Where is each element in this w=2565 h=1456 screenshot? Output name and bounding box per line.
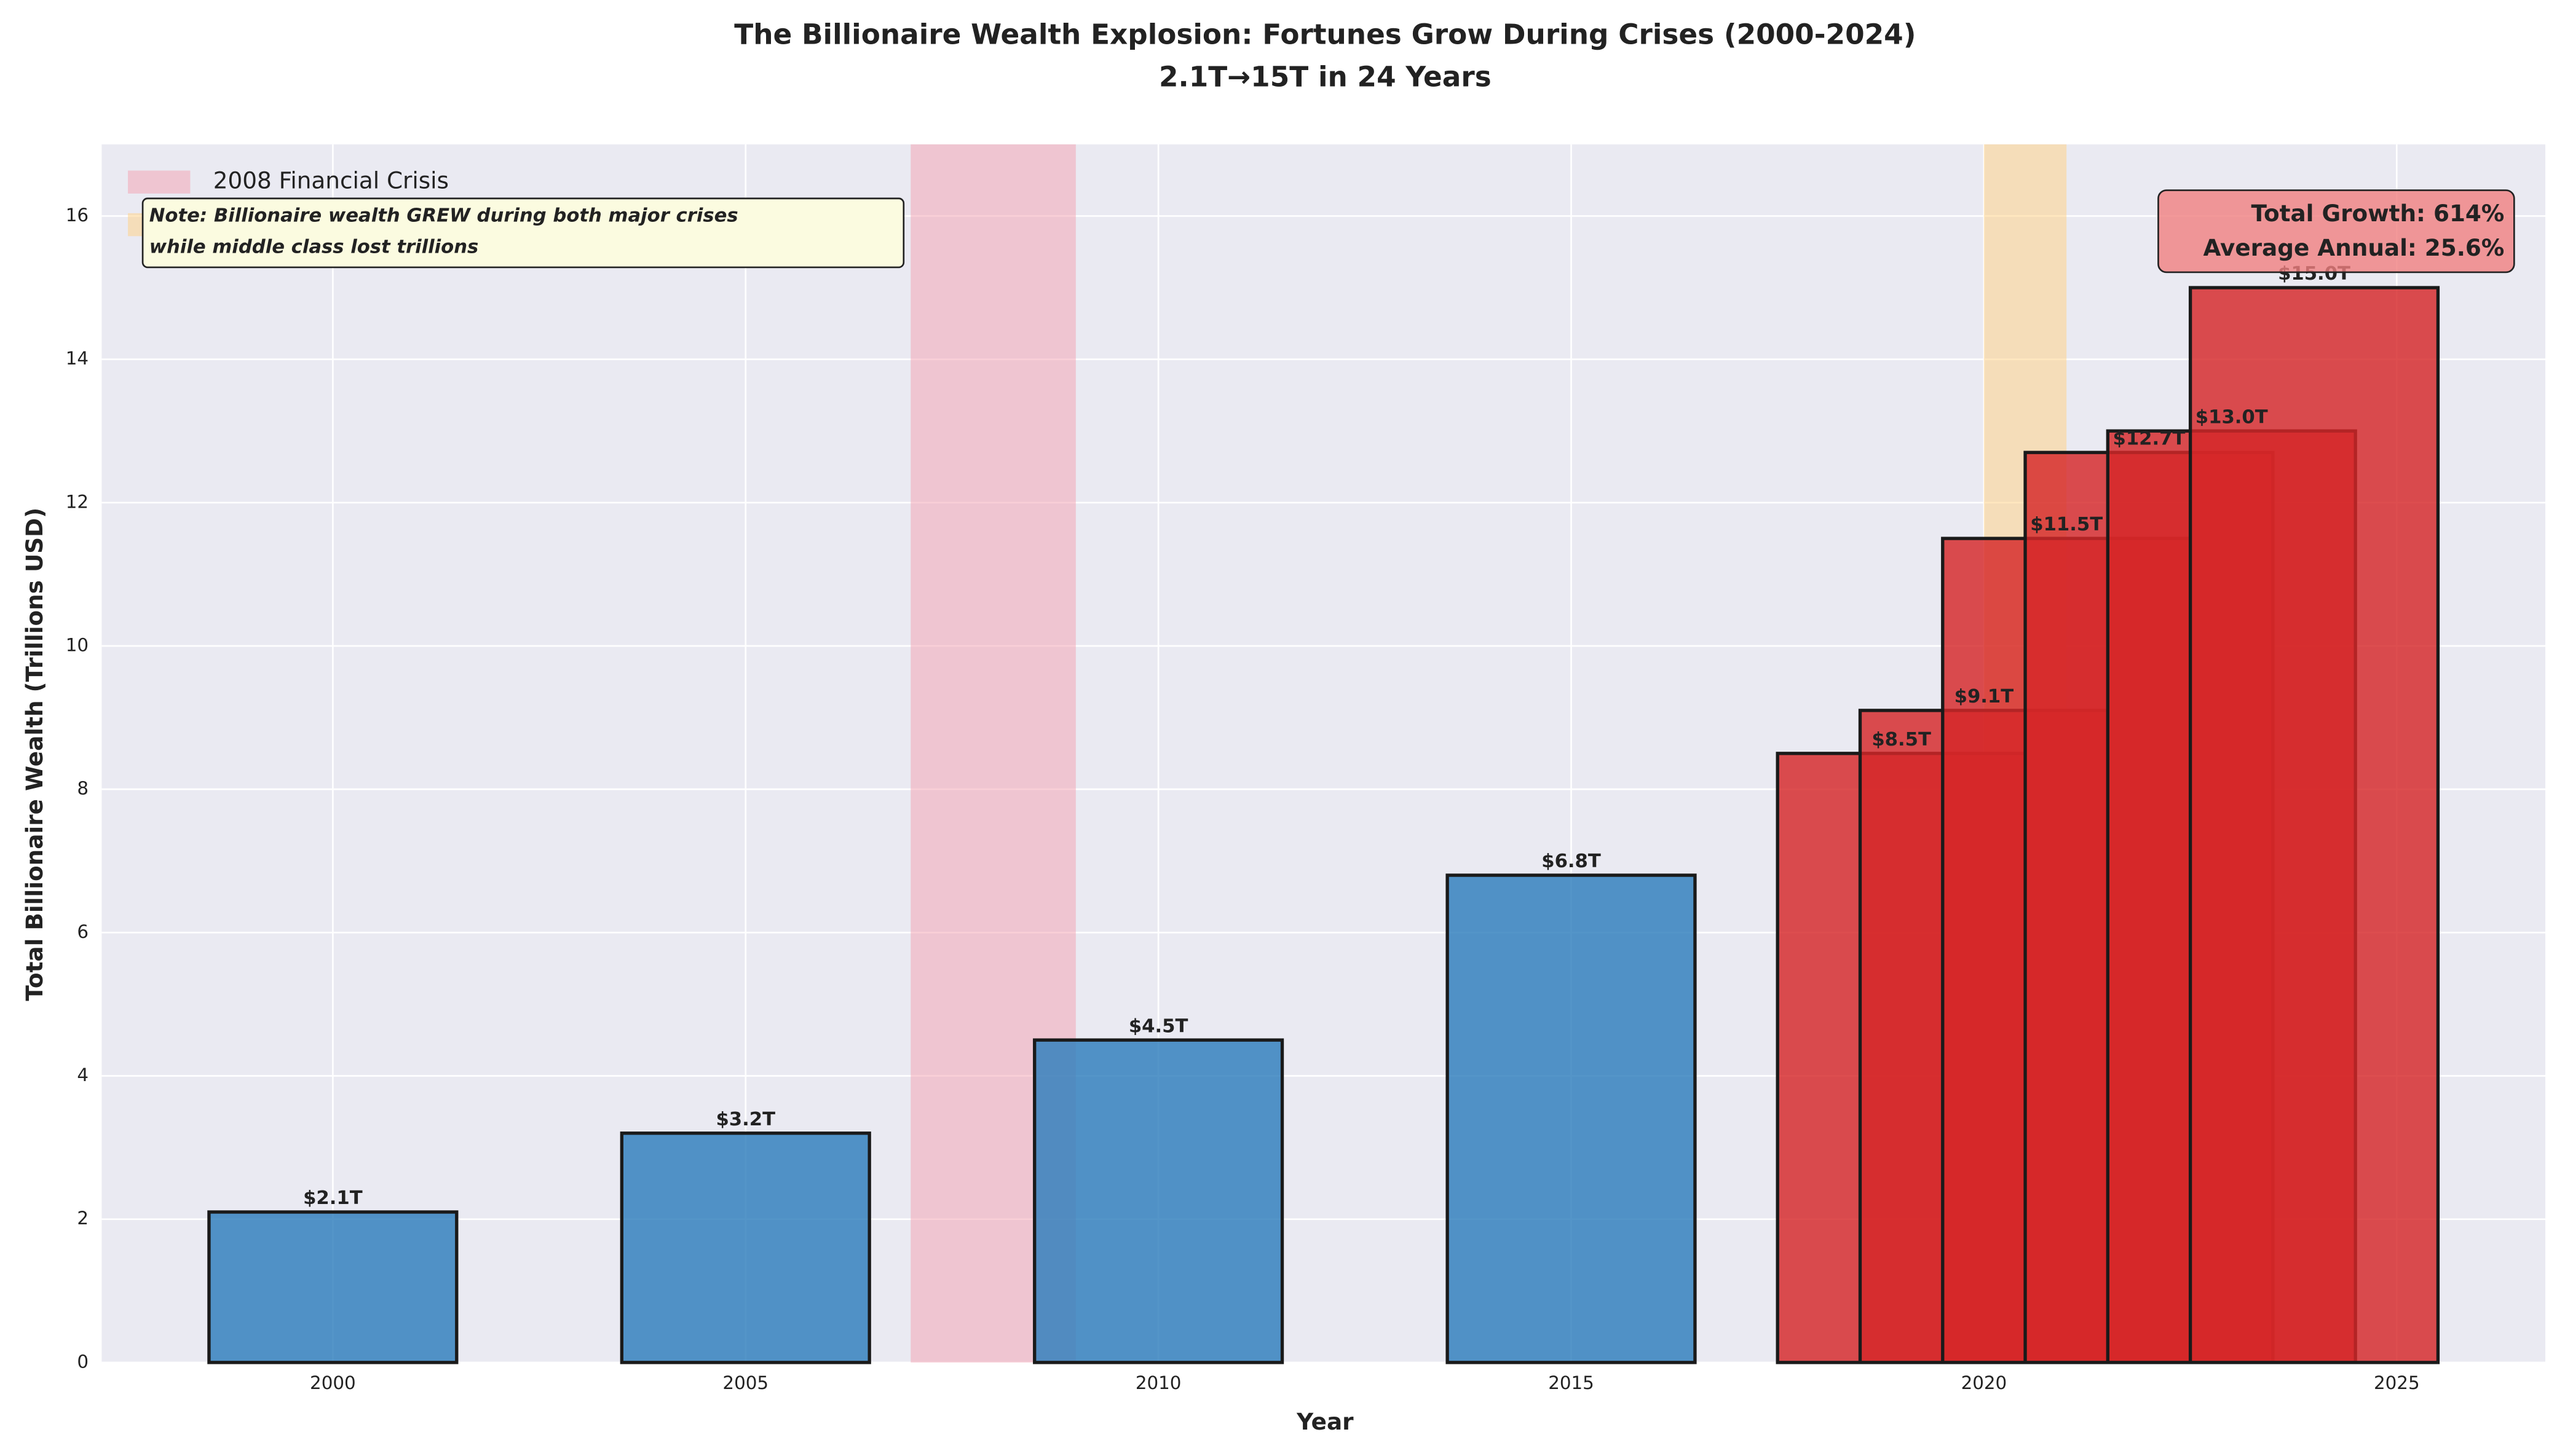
stats-box: Total Growth: 614% Average Annual: 25.6%: [2157, 189, 2515, 273]
chart-title: The Billionaire Wealth Explosion: Fortun…: [734, 18, 1916, 50]
value-label: $12.7T: [2113, 428, 2186, 449]
value-label: $13.0T: [2195, 406, 2268, 428]
x-axis-label: Year: [1296, 1408, 1354, 1435]
stats-frame: [2157, 189, 2515, 273]
y-tick-label: 16: [66, 205, 89, 226]
note-frame: [141, 197, 905, 269]
legend-swatch: [128, 170, 191, 194]
stats-line: Total Growth: 614%: [2251, 200, 2504, 227]
x-tick-label: 2025: [2374, 1372, 2420, 1393]
y-tick-label: 8: [77, 778, 89, 799]
chart-subtitle: 2.1T→15T in 24 Years: [1159, 61, 1492, 93]
bar: [620, 1131, 871, 1364]
bar: [1445, 873, 1697, 1364]
y-tick-label: 0: [77, 1351, 89, 1372]
value-label: $6.8T: [1541, 851, 1601, 872]
x-tick-label: 2015: [1548, 1372, 1594, 1393]
y-tick-label: 4: [77, 1064, 89, 1085]
note-line: while middle class lost trillions: [149, 236, 479, 258]
legend-label: 2008 Financial Crisis: [213, 167, 449, 194]
x-tick-label: 2000: [310, 1372, 356, 1393]
note-line: Note: Billionaire wealth GREW during bot…: [149, 205, 738, 227]
bar: [1033, 1038, 1284, 1364]
y-tick-label: 10: [66, 634, 89, 655]
x-tick-label: 2005: [722, 1372, 769, 1393]
y-tick-label: 2: [77, 1208, 89, 1229]
y-tick-label: 6: [77, 921, 89, 942]
bar: [2188, 286, 2440, 1364]
value-label: $3.2T: [716, 1109, 775, 1130]
stats-line: Average Annual: 25.6%: [2203, 234, 2504, 261]
x-tick-label: 2020: [1961, 1372, 2007, 1393]
value-label: $4.5T: [1129, 1015, 1188, 1037]
note-box: Note: Billionaire wealth GREW during bot…: [141, 197, 905, 269]
x-tick-label: 2010: [1136, 1372, 1182, 1393]
y-axis-label: Total Billionaire Wealth (Trillions USD): [21, 508, 48, 1001]
value-label: $11.5T: [2030, 514, 2103, 535]
y-tick-label: 14: [66, 348, 89, 369]
value-label: $8.5T: [1871, 729, 1931, 750]
value-label: $2.1T: [303, 1187, 363, 1209]
bar: [207, 1210, 459, 1364]
value-label: $9.1T: [1954, 686, 2014, 707]
y-tick-label: 12: [66, 491, 89, 512]
